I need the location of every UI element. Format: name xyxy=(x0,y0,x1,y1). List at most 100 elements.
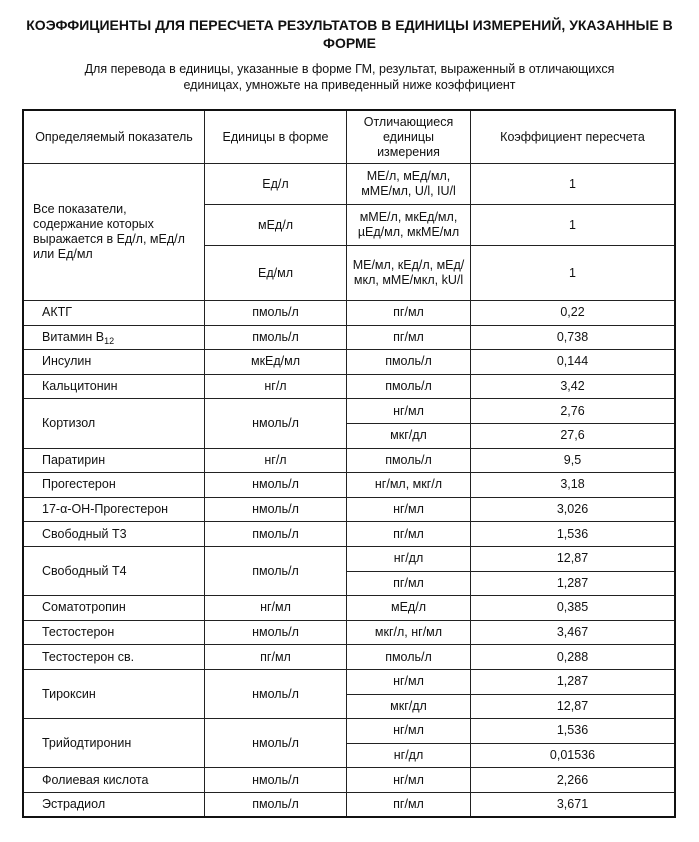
indicator-cell: Витамин B12 xyxy=(22,324,205,351)
table-row: Соматотропин нг/мл мЕд/л 0,385 xyxy=(22,595,676,621)
indicator-name: Паратирин xyxy=(42,452,106,467)
table-row: Свободный Т4 пмоль/л нг/дл 12,87 xyxy=(22,545,676,597)
table-header-row: Определяемый показатель Единицы в форме … xyxy=(22,109,676,164)
table-row: Фолиевая кислота нмоль/л нг/мл 2,266 xyxy=(22,767,676,793)
indicator-cell: Свободный Т4 xyxy=(22,545,205,597)
table-row: Прогестерон нмоль/л нг/мл, мкг/л 3,18 xyxy=(22,472,676,498)
table-row: Свободный Т3 пмоль/л пг/мл 1,536 xyxy=(22,521,676,547)
coefficient-cell: 1 xyxy=(470,204,676,246)
table-row: Все показатели, содержание которых выраж… xyxy=(22,163,676,301)
form-unit-cell: мЕд/л xyxy=(204,204,347,246)
header-coefficient: Коэффициент пересчета xyxy=(470,109,676,164)
indicator-cell: Трийодтиронин xyxy=(22,718,205,769)
form-unit-cell: нмоль/л xyxy=(204,496,347,523)
indicator-cell: Тироксин xyxy=(22,668,205,720)
indicator-name: Кальцитонин xyxy=(42,379,118,394)
indicator-cell: Кальцитонин xyxy=(22,373,205,400)
table-row: Инсулин мкЕд/мл пмоль/л 0,144 xyxy=(22,349,676,375)
form-unit-cell: нг/мл xyxy=(204,595,347,621)
alt-units-cell: нг/мл xyxy=(346,668,471,695)
indicator-cell: Инсулин xyxy=(22,349,205,375)
form-unit-cell: нмоль/л xyxy=(204,718,347,769)
indicator-name: Тестостерон св. xyxy=(42,649,135,664)
coefficient-cell: 0,22 xyxy=(470,300,676,326)
coefficient-cell: 9,5 xyxy=(470,447,676,474)
table-row: Тестостерон нмоль/л мкг/л, нг/мл 3,467 xyxy=(22,619,676,646)
indicator-name: Все показатели, содержание которых выраж… xyxy=(33,202,185,261)
alt-units-cell: мМЕ/л, мкЕд/мл, µЕд/мл, мкМЕ/мл xyxy=(346,204,471,246)
alt-units-cell: пмоль/л xyxy=(346,644,471,670)
indicator-name: Фолиевая кислота xyxy=(42,772,149,787)
table-row: пг/мл 1,287 xyxy=(23,570,676,597)
alt-units-cell: МЕ/мл, кЕд/л, мЕд/мкл, мМЕ/мкл, kU/l xyxy=(346,245,471,301)
table-row: Тестостерон св. пг/мл пмоль/л 0,288 xyxy=(22,644,676,670)
table-row: АКТГ пмоль/л пг/мл 0,22 xyxy=(22,300,676,326)
indicator-cell: Все показатели, содержание которых выраж… xyxy=(22,163,205,301)
indicator-name: Инсулин xyxy=(42,354,92,369)
coefficient-cell: 1,536 xyxy=(470,718,676,744)
table-row: Эстрадиол пмоль/л пг/мл 3,671 xyxy=(22,791,676,818)
indicator-cell: Кортизол xyxy=(22,398,205,449)
table-body: Все показатели, содержание которых выраж… xyxy=(22,163,676,818)
header-form-units: Единицы в форме xyxy=(204,109,347,164)
coefficient-cell: 3,42 xyxy=(470,373,676,400)
form-unit-cell: Ед/мл xyxy=(204,245,347,301)
indicator-name: Свободный Т4 xyxy=(42,563,127,578)
table-row: мЕд/л мМЕ/л, мкЕд/мл, µЕд/мл, мкМЕ/мл 1 xyxy=(23,204,676,246)
coefficient-cell: 0,01536 xyxy=(470,742,676,769)
page-subtitle: Для перевода в единицы, указанные в форм… xyxy=(84,62,615,92)
indicator-name: Тироксин xyxy=(42,686,96,701)
alt-units-cell: нг/мл xyxy=(346,767,471,793)
table-row: Ед/мл МЕ/мл, кЕд/л, мЕд/мкл, мМЕ/мкл, kU/… xyxy=(23,245,676,301)
coefficient-cell: 3,467 xyxy=(470,619,676,646)
form-unit-cell: Ед/л xyxy=(204,163,347,205)
coefficient-cell: 0,385 xyxy=(470,595,676,621)
indicator-name: Эстрадиол xyxy=(42,796,106,811)
indicator-cell: Эстрадиол xyxy=(22,791,205,818)
conversion-table: Определяемый показатель Единицы в форме … xyxy=(22,109,676,818)
coefficient-cell: 2,76 xyxy=(470,398,676,424)
form-unit-cell: пмоль/л xyxy=(204,791,347,818)
alt-units-cell: МЕ/л, мЕд/мл, мМЕ/мл, U/l, IU/l xyxy=(346,163,471,205)
alt-units-cell: пг/мл xyxy=(346,791,471,818)
table-row: Кортизол нмоль/л нг/мл 2,76 xyxy=(22,398,676,449)
header-alt-units: Отличающиеся единицы измерения xyxy=(346,109,471,164)
alt-units-cell: нг/мл xyxy=(346,496,471,523)
page-title: КОЭФФИЦИЕНТЫ ДЛЯ ПЕРЕСЧЕТА РЕЗУЛЬТАТОВ В… xyxy=(26,17,673,51)
coefficient-cell: 0,144 xyxy=(470,349,676,375)
indicator-cell: Соматотропин xyxy=(22,595,205,621)
alt-units-cell: мкг/дл xyxy=(346,422,471,449)
indicator-name: Витамин B xyxy=(42,329,105,344)
form-unit-cell: нмоль/л xyxy=(204,619,347,646)
coefficient-cell: 1 xyxy=(470,245,676,301)
table-row: Кальцитонин нг/л пмоль/л 3,42 xyxy=(22,373,676,400)
alt-units-cell: нг/мл xyxy=(346,398,471,424)
table-row: Паратирин нг/л пмоль/л 9,5 xyxy=(22,447,676,474)
indicator-name: 17-α-ОН-Прогестерон xyxy=(42,502,169,517)
indicator-name: Соматотропин xyxy=(42,600,126,615)
indicator-name: Кортизол xyxy=(42,415,96,430)
indicator-cell: Свободный Т3 xyxy=(22,521,205,547)
form-unit-cell: пмоль/л xyxy=(204,521,347,547)
alt-units-cell: пмоль/л xyxy=(346,373,471,400)
alt-units-cell: пмоль/л xyxy=(346,447,471,474)
indicator-subscript: 12 xyxy=(104,335,115,346)
table-row: Тироксин нмоль/л нг/мл 1,287 xyxy=(22,668,676,720)
form-unit-cell: нмоль/л xyxy=(204,668,347,720)
coefficient-cell: 1,287 xyxy=(470,668,676,695)
coefficient-cell: 3,18 xyxy=(470,472,676,498)
alt-units-cell: пг/мл xyxy=(346,570,471,597)
table-row: мкг/дл 27,6 xyxy=(23,422,676,449)
coefficient-cell: 0,288 xyxy=(470,644,676,670)
alt-units-cell: нг/мл xyxy=(346,718,471,744)
alt-units-cell: пг/мл xyxy=(346,324,471,351)
form-unit-cell: пмоль/л xyxy=(204,324,347,351)
alt-units-cell: нг/мл, мкг/л xyxy=(346,472,471,498)
table-row: мкг/дл 12,87 xyxy=(23,693,676,720)
alt-units-cell: нг/дл xyxy=(346,742,471,769)
alt-units-cell: пг/мл xyxy=(346,521,471,547)
coefficient-cell: 1,536 xyxy=(470,521,676,547)
indicator-cell: Тестостерон xyxy=(22,619,205,646)
alt-units-cell: нг/дл xyxy=(346,545,471,572)
form-unit-cell: нмоль/л xyxy=(204,767,347,793)
